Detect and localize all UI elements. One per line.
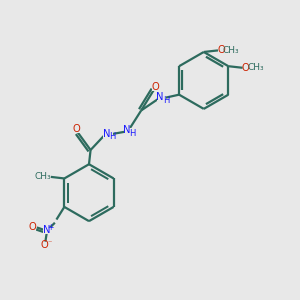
FancyBboxPatch shape xyxy=(43,227,51,234)
Text: CH₃: CH₃ xyxy=(248,63,264,72)
FancyBboxPatch shape xyxy=(41,242,49,248)
FancyBboxPatch shape xyxy=(124,128,133,134)
Text: O: O xyxy=(28,223,36,232)
Text: O: O xyxy=(242,63,250,73)
Text: CH₃: CH₃ xyxy=(35,172,52,182)
Text: O: O xyxy=(40,239,48,250)
Text: O: O xyxy=(217,45,225,56)
FancyBboxPatch shape xyxy=(73,127,80,133)
FancyBboxPatch shape xyxy=(218,47,236,54)
Text: N: N xyxy=(156,92,164,102)
Text: N: N xyxy=(43,225,50,235)
FancyBboxPatch shape xyxy=(103,131,113,138)
FancyBboxPatch shape xyxy=(37,174,49,180)
Text: ⁻: ⁻ xyxy=(47,238,51,247)
Text: CH₃: CH₃ xyxy=(223,46,240,55)
Text: H: H xyxy=(129,129,136,138)
Text: O: O xyxy=(152,82,159,92)
FancyBboxPatch shape xyxy=(157,94,166,101)
FancyBboxPatch shape xyxy=(243,64,260,71)
Text: N: N xyxy=(103,129,110,139)
Text: N: N xyxy=(123,125,131,135)
FancyBboxPatch shape xyxy=(152,84,159,91)
Text: +: + xyxy=(48,223,54,232)
FancyBboxPatch shape xyxy=(28,224,36,231)
Text: H: H xyxy=(163,95,169,104)
Text: O: O xyxy=(73,124,80,134)
Text: H: H xyxy=(109,132,115,141)
